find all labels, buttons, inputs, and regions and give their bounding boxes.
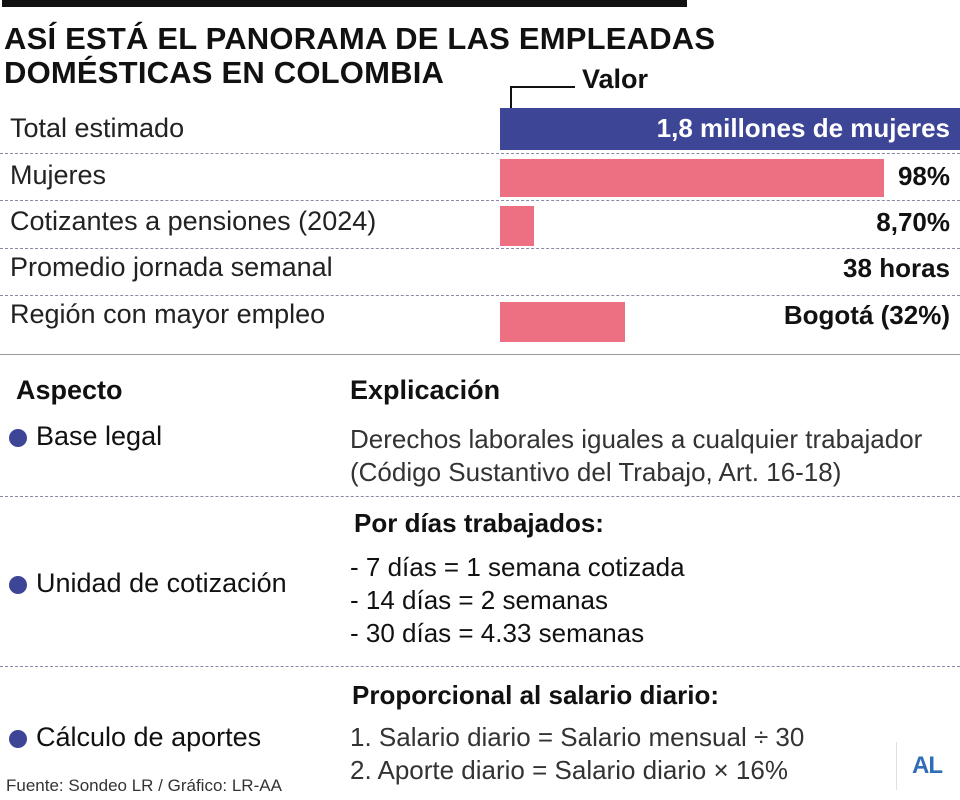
- logo-box: [896, 742, 960, 790]
- row-label-mujeres: Mujeres: [10, 160, 107, 190]
- aspect-unidad-cotizacion: Unidad de cotización: [36, 568, 287, 598]
- row-value-region: Bogotá (32%): [783, 300, 950, 330]
- row-label-region: Región con mayor empleo: [10, 299, 326, 329]
- source-credit: Fuente: Sondeo LR / Gráfico: LR-AA: [6, 776, 282, 795]
- row-divider: [0, 200, 960, 201]
- bar-total-estimado: [500, 108, 960, 150]
- top-rule: [2, 0, 687, 7]
- header-aspecto: Aspecto: [16, 375, 123, 405]
- explanation-line: (Código Sustantivo del Trabajo, Art. 16-…: [350, 457, 842, 487]
- row-value-cotizantes: 8,70%: [876, 207, 950, 237]
- row-value-total: 1,8 millones de mujeres: [656, 113, 950, 143]
- explanation-line: - 7 días = 1 semana cotizada: [350, 552, 685, 582]
- row-divider: [0, 496, 960, 497]
- valor-pointer-horizontal: [511, 86, 575, 88]
- row-divider: [0, 666, 960, 667]
- explanation-line: Derechos laborales iguales a cualquier t…: [350, 424, 923, 454]
- valor-label: Valor: [582, 64, 649, 94]
- row-divider: [0, 295, 960, 296]
- heading-proporcional: Proporcional al salario diario:: [352, 680, 719, 710]
- bullet-icon: [9, 429, 27, 447]
- valor-pointer-line: [510, 86, 512, 112]
- row-divider: [0, 248, 960, 249]
- section-divider: [0, 354, 960, 355]
- aspect-base-legal: Base legal: [36, 421, 163, 451]
- bar-cotizantes: [500, 206, 534, 246]
- explanation-calculo-aportes: 1. Salario diario = Salario mensual ÷ 30…: [350, 721, 804, 787]
- bullet-icon: [9, 576, 27, 594]
- explanation-line: - 30 días = 4.33 semanas: [350, 618, 645, 648]
- row-divider: [0, 153, 960, 154]
- page-title: ASÍ ESTÁ EL PANORAMA DE LAS EMPLEADAS DO…: [4, 22, 724, 90]
- title-line-1: ASÍ ESTÁ EL PANORAMA DE LAS EMPLEADAS: [4, 21, 716, 56]
- publisher-logo: AL: [912, 752, 943, 779]
- explanation-line: 1. Salario diario = Salario mensual ÷ 30: [350, 722, 805, 752]
- row-label-jornada: Promedio jornada semanal: [10, 252, 333, 282]
- bar-region: [500, 302, 625, 342]
- explanation-line: 2. Aporte diario = Salario diario × 16%: [350, 755, 788, 785]
- bullet-icon: [9, 730, 27, 748]
- explanation-line: - 14 días = 2 semanas: [350, 585, 608, 615]
- explanation-unidad-cotizacion: - 7 días = 1 semana cotizada - 14 días =…: [350, 551, 685, 650]
- bar-mujeres: [500, 159, 884, 197]
- heading-por-dias: Por días trabajados:: [354, 508, 604, 538]
- explanation-base-legal: Derechos laborales iguales a cualquier t…: [350, 423, 922, 489]
- aspect-calculo-aportes: Cálculo de aportes: [36, 722, 262, 752]
- header-explicacion: Explicación: [350, 375, 501, 405]
- row-value-mujeres: 98%: [897, 161, 950, 191]
- row-label-cotizantes: Cotizantes a pensiones (2024): [10, 206, 377, 236]
- title-line-2: DOMÉSTICAS EN COLOMBIA: [4, 55, 445, 90]
- row-value-jornada: 38 horas: [843, 253, 950, 283]
- row-label-total: Total estimado: [10, 113, 185, 143]
